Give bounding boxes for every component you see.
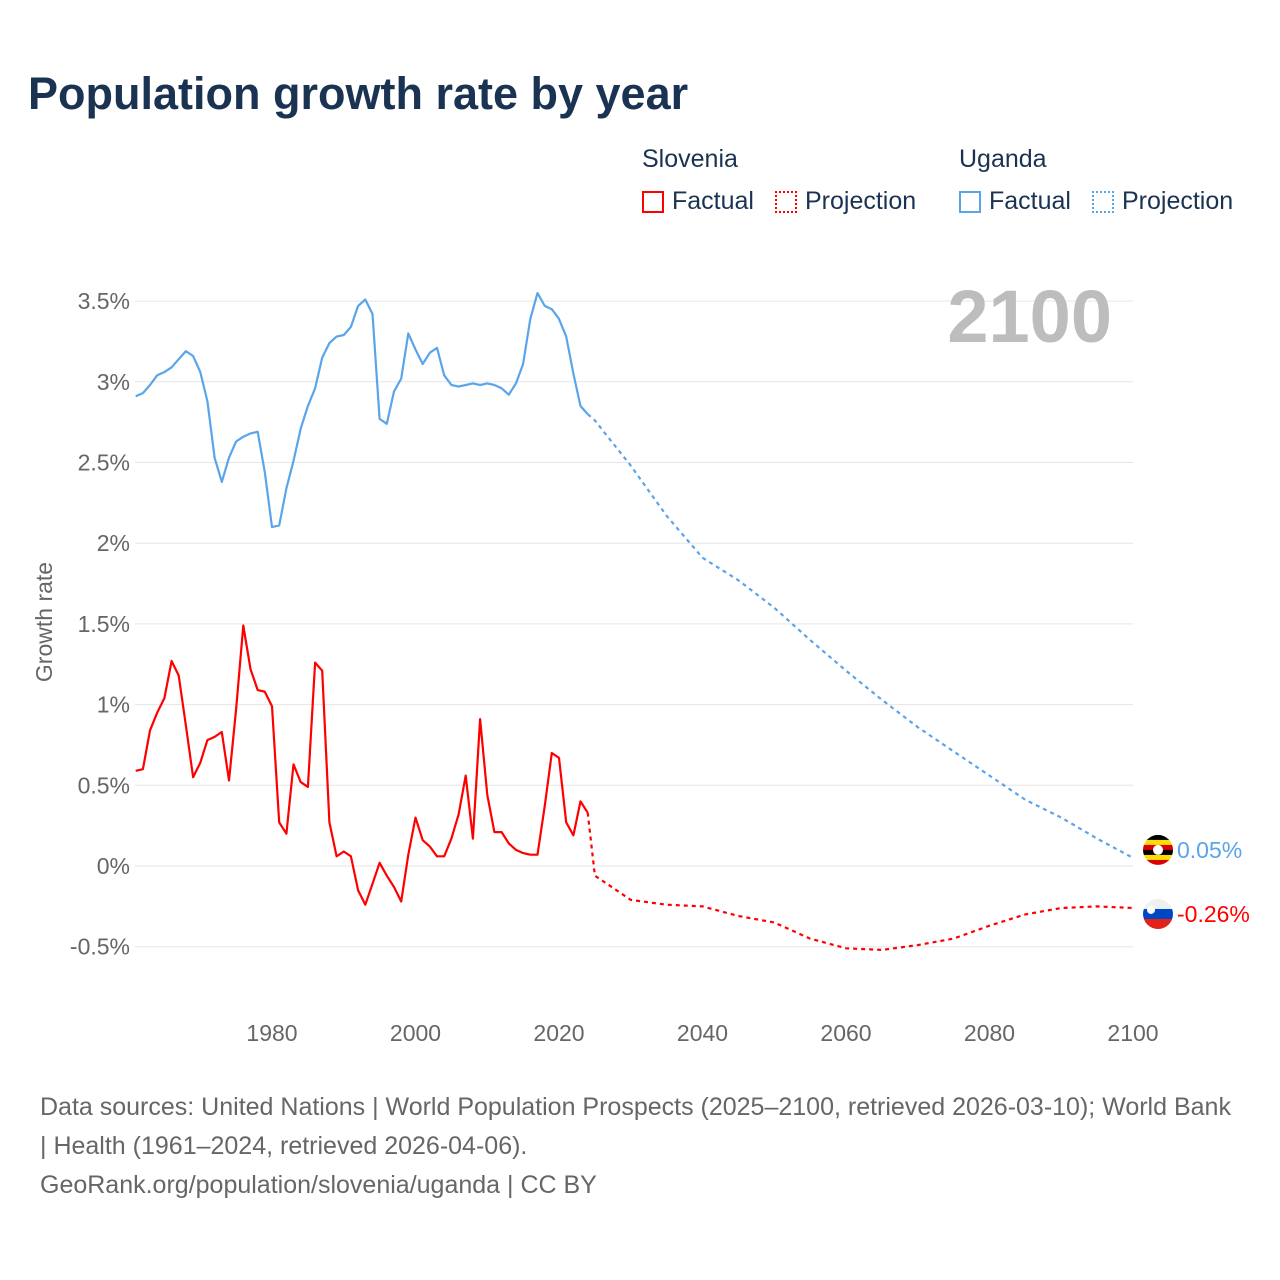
legend-uganda-projection[interactable]: Projection bbox=[1092, 187, 1233, 216]
y-tick-label: 2.5% bbox=[78, 450, 130, 476]
x-tick-label: 2000 bbox=[390, 1020, 441, 1046]
dotted-swatch-icon bbox=[1092, 190, 1114, 213]
slovenia-factual-line bbox=[135, 624, 589, 906]
credit-link[interactable]: GeoRank.org/population/slovenia/uganda |… bbox=[40, 1171, 597, 1199]
slovenia-end-label: -0.26% bbox=[1177, 901, 1250, 927]
uganda-flag-icon bbox=[1143, 834, 1173, 865]
x-tick-label: 2080 bbox=[964, 1020, 1015, 1046]
y-tick-label: 0% bbox=[97, 853, 130, 879]
legend-uganda-heading: Uganda bbox=[959, 145, 1047, 173]
uganda-factual-line bbox=[135, 291, 589, 529]
slovenia-projection-line bbox=[586, 812, 1134, 952]
year-overlay: 2100 bbox=[947, 275, 1112, 358]
y-tick-label: 1.5% bbox=[78, 611, 130, 637]
solid-swatch-icon bbox=[959, 190, 981, 213]
y-tick-label: 3% bbox=[97, 369, 130, 395]
legend-slovenia-factual[interactable]: Factual bbox=[642, 187, 754, 216]
slovenia-flag-icon bbox=[1143, 898, 1173, 929]
legend-label: Projection bbox=[805, 187, 917, 215]
legend-slovenia-heading: Slovenia bbox=[642, 145, 738, 173]
uganda-end-label: 0.05% bbox=[1177, 837, 1242, 863]
uganda-projection-line bbox=[586, 413, 1134, 859]
x-tick-label: 2020 bbox=[533, 1020, 584, 1046]
legend-uganda-factual[interactable]: Factual bbox=[959, 187, 1071, 216]
y-tick-label: 2% bbox=[97, 530, 130, 556]
x-tick-label: 1980 bbox=[246, 1020, 297, 1046]
x-tick-label: 2040 bbox=[677, 1020, 728, 1046]
data-sources: Data sources: United Nations | World Pop… bbox=[40, 1093, 1231, 1160]
chart-title: Population growth rate by year bbox=[28, 68, 689, 119]
footer: Data sources: United Nations | World Pop… bbox=[40, 1088, 1240, 1205]
y-tick-label: 1% bbox=[97, 692, 130, 718]
legend-label: Projection bbox=[1122, 187, 1234, 215]
legend-label: Factual bbox=[989, 187, 1071, 215]
legend-label: Factual bbox=[672, 187, 754, 215]
y-axis-label: Growth rate bbox=[31, 562, 57, 682]
x-tick-label: 2060 bbox=[820, 1020, 871, 1046]
line-chart: -0.5% 0% 0.5% 1% 1.5% 2% 2.5% 3% 3.5% 1980 2000 202… bbox=[31, 275, 1250, 1046]
y-tick-label: 3.5% bbox=[78, 288, 130, 314]
solid-swatch-icon bbox=[642, 190, 664, 213]
y-tick-label: 0.5% bbox=[78, 772, 130, 798]
y-tick-label: -0.5% bbox=[70, 934, 130, 960]
legend-slovenia-projection[interactable]: Projection bbox=[775, 187, 916, 216]
dotted-swatch-icon bbox=[775, 190, 797, 213]
x-tick-label: 2100 bbox=[1107, 1020, 1158, 1046]
